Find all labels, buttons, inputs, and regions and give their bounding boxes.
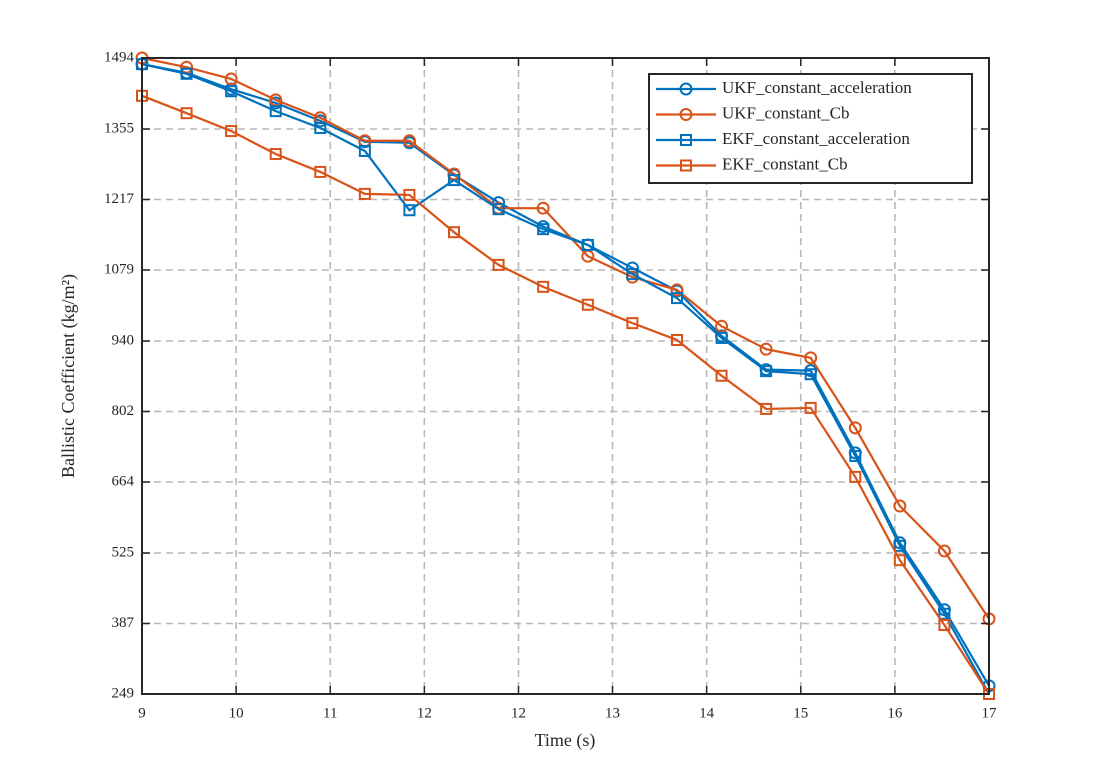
marker [759, 342, 773, 356]
marker [626, 317, 639, 330]
legend-marker [679, 82, 693, 96]
y-tick-label: 1355 [104, 120, 134, 136]
x-tick-label: 14 [699, 705, 715, 721]
x-tick-label: 12 [417, 705, 432, 721]
marker [180, 67, 193, 80]
y-tick-label: 1494 [104, 49, 135, 65]
marker [314, 121, 327, 134]
marker [804, 401, 817, 414]
marker [670, 333, 683, 346]
marker [893, 539, 906, 552]
legend-marker [679, 108, 693, 121]
x-axis-label: Time (s) [535, 730, 596, 751]
series-line [141, 63, 990, 687]
marker [937, 544, 951, 558]
marker [715, 369, 728, 382]
x-tick-label: 15 [793, 705, 808, 721]
marker [448, 174, 461, 187]
marker [358, 144, 371, 157]
marker [537, 280, 550, 293]
marker [180, 60, 194, 74]
marker [448, 226, 461, 239]
marker [224, 72, 238, 86]
marker [760, 402, 773, 415]
legend-label: UKF_constant_acceleration [722, 78, 912, 97]
marker [849, 449, 862, 462]
marker [848, 421, 862, 435]
y-axis-label: Ballistic Coefficient (kg/m²) [58, 274, 79, 478]
marker [581, 298, 594, 311]
series-line [141, 63, 990, 695]
marker [670, 283, 684, 297]
x-tick-label: 12 [511, 705, 526, 721]
series-line [141, 94, 990, 695]
y-tick-label: 525 [112, 544, 135, 560]
marker [804, 351, 818, 365]
marker [225, 85, 238, 98]
legend-label: EKF_constant_Cb [722, 154, 848, 173]
axes-box [141, 57, 990, 695]
y-tick-label: 387 [112, 615, 135, 631]
marker [804, 368, 817, 381]
y-tick-label: 802 [112, 403, 135, 419]
marker [537, 223, 550, 236]
series-line [141, 56, 990, 620]
marker [269, 105, 282, 118]
marker [269, 148, 282, 161]
marker [180, 107, 193, 120]
marker [938, 607, 951, 620]
marker [403, 188, 416, 201]
x-tick-label: 10 [229, 705, 244, 721]
marker [536, 201, 550, 215]
marker [492, 203, 505, 216]
y-tick-label: 249 [112, 685, 135, 701]
marker [760, 365, 773, 378]
legend-marker [680, 159, 692, 172]
marker [849, 470, 862, 483]
marker [314, 165, 327, 178]
y-tick-label: 664 [112, 473, 135, 489]
y-tick-label: 940 [112, 332, 135, 348]
x-tick-label: 16 [887, 705, 903, 721]
marker [893, 499, 907, 513]
marker [670, 292, 683, 305]
marker [938, 619, 951, 632]
legend-label: UKF_constant_Cb [722, 103, 850, 122]
marker [403, 204, 416, 217]
legend-label: EKF_constant_acceleration [722, 129, 910, 148]
y-tick-label: 1079 [104, 261, 134, 277]
x-tick-label: 17 [982, 705, 998, 721]
legend-marker [680, 134, 692, 146]
y-tick-label: 1217 [104, 191, 135, 207]
x-tick-label: 9 [138, 705, 146, 721]
marker [715, 319, 729, 333]
x-tick-label: 13 [605, 705, 620, 721]
marker [893, 554, 906, 567]
marker [581, 238, 594, 251]
marker [715, 331, 728, 344]
marker [358, 187, 371, 200]
x-tick-label: 11 [323, 705, 337, 721]
marker [402, 134, 416, 148]
marker [492, 258, 505, 271]
marker [626, 268, 639, 281]
marker [225, 125, 238, 138]
